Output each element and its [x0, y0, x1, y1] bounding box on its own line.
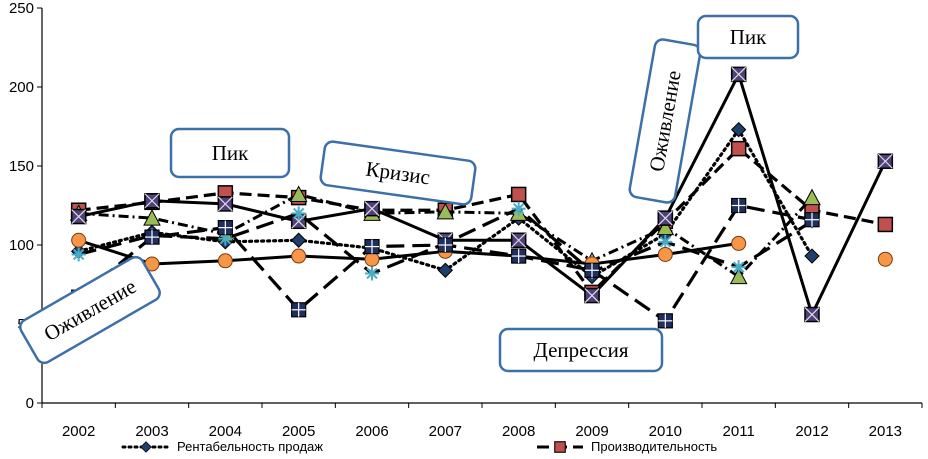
data-point — [584, 262, 600, 278]
data-point — [144, 229, 160, 245]
x-tick-labels: 2002 2003 2004 2005 2006 2007 2008 2009 2010 2011… — [41, 403, 923, 440]
data-point — [291, 206, 306, 221]
x-tick-label: 2012 — [795, 423, 828, 440]
data-point — [71, 247, 86, 262]
data-point — [877, 251, 893, 267]
callout-frame — [319, 140, 477, 206]
data-point — [144, 193, 160, 209]
legend: Рентабельность продаж Производительность — [121, 439, 717, 454]
series-line — [78, 70, 887, 319]
data-point — [291, 302, 307, 318]
data-point — [437, 262, 454, 278]
y-tick-label: 0 — [26, 395, 34, 412]
y-tick-label: 250 — [9, 0, 34, 17]
legend-label: Рентабельность продаж — [177, 439, 323, 454]
data-point — [217, 253, 233, 269]
data-point — [656, 218, 675, 236]
data-point — [511, 248, 527, 264]
series-line — [78, 238, 739, 266]
data-point — [804, 306, 820, 323]
data-point — [291, 248, 307, 264]
callout-frame — [696, 14, 800, 60]
data-point — [217, 196, 234, 212]
data-point — [877, 216, 894, 233]
data-point — [140, 441, 152, 453]
legend-item: Рентабельность продаж — [121, 439, 323, 454]
x-tick-label: 2005 — [282, 423, 315, 440]
data-point — [730, 121, 747, 138]
y-tick-label: 200 — [9, 79, 34, 96]
data-point — [143, 209, 161, 226]
callout-box: Пик — [696, 14, 800, 60]
callout-frame — [19, 255, 161, 365]
x-tick-label: 2003 — [135, 423, 168, 440]
x-tick-label: 2006 — [355, 423, 388, 440]
y-tick-label: 150 — [9, 158, 34, 175]
data-point — [554, 441, 566, 453]
data-point — [70, 208, 87, 225]
x-tick-label: 2013 — [869, 423, 902, 440]
data-point — [730, 140, 747, 157]
callout-label: Пик — [212, 141, 249, 165]
axes — [41, 8, 922, 404]
callout-box: Оживление — [19, 255, 161, 365]
data-point — [877, 153, 894, 170]
data-point — [657, 313, 673, 329]
data-point — [289, 185, 308, 202]
data-point — [217, 220, 233, 236]
data-point — [657, 246, 673, 262]
data-point — [584, 287, 600, 304]
data-point — [658, 234, 673, 249]
series-4 — [70, 66, 894, 323]
data-point — [365, 266, 379, 281]
x-tick-label: 2010 — [649, 423, 682, 440]
data-point — [804, 248, 820, 264]
data-point — [511, 201, 526, 216]
legend-label: Производительность — [591, 439, 717, 454]
data-point — [290, 232, 307, 248]
data-point — [71, 232, 87, 248]
data-point — [803, 188, 821, 206]
data-point — [364, 251, 380, 267]
data-point — [364, 238, 380, 255]
callout-frame — [498, 327, 664, 373]
callout-box: Пик — [169, 127, 291, 179]
callouts: Оживление Пик Кризис Депрессия Оживление Пик — [19, 14, 800, 373]
data-point — [510, 186, 527, 203]
data-point — [657, 210, 674, 226]
data-point — [731, 197, 747, 214]
series-group — [69, 66, 894, 329]
data-point — [730, 66, 747, 83]
data-point — [437, 237, 453, 253]
data-point — [804, 212, 820, 228]
x-tick-label: 2002 — [62, 423, 95, 440]
data-point — [364, 200, 380, 217]
x-tick-label: 2008 — [502, 423, 535, 440]
callout-box: Кризис — [319, 140, 477, 206]
callout-frame — [628, 38, 702, 204]
series-line — [78, 146, 886, 295]
legend-item: Производительность — [537, 439, 717, 454]
data-point — [729, 267, 748, 285]
data-point — [731, 235, 747, 251]
callout-label: Пик — [730, 25, 767, 49]
x-tick-label: 2004 — [209, 423, 242, 440]
y-tick-label: 100 — [9, 237, 34, 254]
data-point — [436, 202, 455, 220]
callout-box: Депрессия — [498, 327, 664, 373]
x-tick-label: 2007 — [429, 423, 462, 440]
callout-frame — [169, 127, 291, 179]
x-tick-label: 2009 — [575, 423, 608, 440]
data-point — [731, 260, 746, 275]
callout-box: Оживление — [628, 38, 702, 204]
data-point — [510, 232, 527, 249]
callout-label: Депрессия — [533, 338, 628, 362]
x-tick-label: 2011 — [723, 423, 755, 440]
